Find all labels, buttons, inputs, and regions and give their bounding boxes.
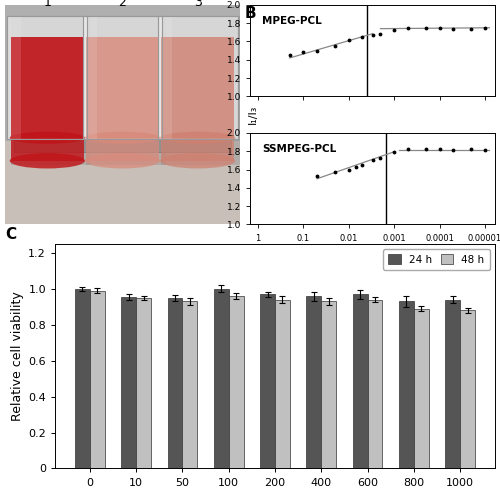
Ellipse shape [160,153,236,168]
Bar [162,139,234,161]
X-axis label: Concentration (mg/mL): Concentration (mg/mL) [316,245,430,255]
Bar [306,296,322,468]
Bar [214,289,228,468]
Bar [168,298,182,468]
Bar [86,16,166,165]
Text: 3: 3 [194,0,202,9]
Ellipse shape [85,132,160,144]
Text: 2: 2 [118,0,126,9]
Bar [75,289,90,468]
Bar [158,16,172,139]
Bar [82,16,96,139]
Text: 1: 1 [44,0,51,9]
Bar [8,16,22,139]
Text: MPEG-PCL: MPEG-PCL [262,16,322,26]
Bar [322,302,336,468]
Bar [86,139,159,161]
Bar [182,302,197,468]
Ellipse shape [10,153,85,168]
Bar [158,16,238,139]
Text: SSMPEG-PCL: SSMPEG-PCL [262,144,336,154]
Bar [82,16,162,139]
Ellipse shape [160,132,236,144]
Bar [275,300,290,468]
Bar [86,37,159,138]
Bar [414,308,428,468]
Bar [399,302,414,468]
Bar [11,37,84,138]
Bar [446,300,460,468]
Bar [158,16,238,139]
Text: I₁/I₃: I₁/I₃ [248,105,258,124]
Bar [8,16,87,139]
Bar [162,37,234,138]
Legend: 24 h, 48 h: 24 h, 48 h [383,249,490,270]
Bar [90,291,104,468]
Bar [368,300,382,468]
Bar [11,139,84,161]
Bar [8,16,87,139]
Bar [122,297,136,468]
Bar [162,16,241,165]
Text: A: A [0,0,12,2]
Bar [11,16,91,165]
Ellipse shape [10,132,85,144]
Bar [82,16,162,139]
Bar [5,141,240,224]
Y-axis label: Relative cell viability: Relative cell viability [11,291,24,421]
Text: C: C [5,226,16,242]
Bar [353,294,368,468]
Bar [136,298,151,468]
Bar [228,296,244,468]
Bar [460,310,475,468]
Bar [14,139,230,152]
Bar [260,294,275,468]
Text: B: B [245,6,256,21]
Ellipse shape [85,153,160,168]
